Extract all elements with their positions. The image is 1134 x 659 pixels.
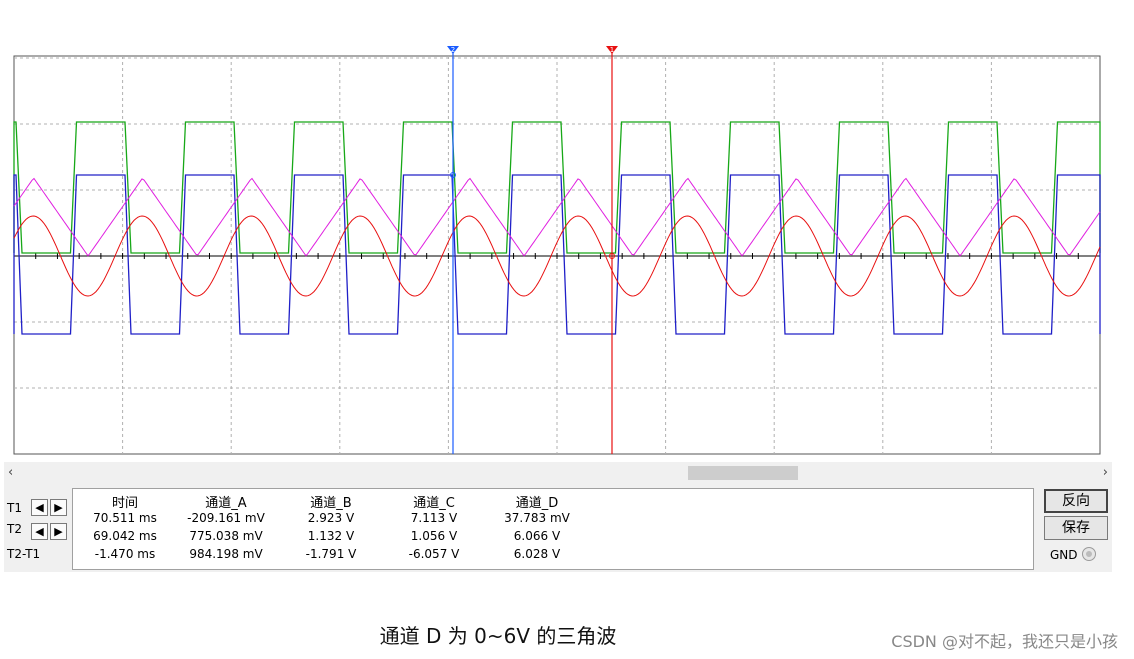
gnd-radio[interactable] [1082, 547, 1096, 561]
t2-channel-a: 775.038 mV [189, 529, 263, 543]
figure-caption: 通道 D 为 0~6V 的三角波 [379, 624, 617, 648]
header-channel-a: 通道_A [205, 496, 247, 511]
header-channel-c: 通道_C [413, 496, 455, 511]
cursor-readout-panel: T1 ◀ ▶ T2 ◀ ▶ T2-T1 时间 通道_A 通道_B 通道_C 通道… [4, 484, 1112, 572]
scroll-left-arrow[interactable]: ‹ [8, 465, 14, 480]
t2-time: 69.042 ms [93, 529, 157, 543]
header-channel-d: 通道_D [515, 496, 559, 511]
diff-channel-b: -1.791 V [305, 547, 357, 561]
cursor-t2-dot [450, 172, 456, 178]
cursor-t2-marker-label: 2 [451, 46, 455, 54]
t1-channel-c: 7.113 V [410, 511, 458, 525]
cursor-t1-dot [609, 253, 615, 259]
scroll-right-arrow[interactable]: › [1102, 465, 1108, 480]
reverse-button[interactable]: 反向 [1044, 489, 1108, 513]
scope-grid [13, 55, 1101, 455]
t2-right-arrow-button[interactable]: ▶ [50, 523, 67, 540]
t1-time: 70.511 ms [93, 511, 157, 525]
t2-channel-b: 1.132 V [307, 529, 355, 543]
readout-table: 时间 通道_A 通道_B 通道_C 通道_D 70.511 ms -209.16… [72, 488, 1034, 570]
t1-left-arrow-button[interactable]: ◀ [31, 499, 48, 516]
save-button[interactable]: 保存 [1044, 516, 1108, 540]
trace-channel-b [13, 174, 1101, 335]
header-channel-b: 通道_B [310, 496, 352, 511]
cursor-t1-marker [606, 46, 618, 54]
t1-channel-b: 2.923 V [307, 511, 355, 525]
cursor-t2-marker [447, 46, 459, 54]
t1-label: T1 [7, 501, 22, 515]
t2-t1-label: T2-T1 [7, 547, 41, 561]
diff-channel-d: 6.028 V [513, 547, 561, 561]
trace-channel-a [13, 215, 1101, 297]
header-time: 时间 [111, 496, 138, 511]
scope-traces [13, 121, 1101, 335]
cursor-t1-marker-label: 1 [610, 46, 614, 54]
t2-channel-c: 1.056 V [410, 529, 458, 543]
diff-time: -1.470 ms [94, 547, 156, 561]
trace-channel-d [13, 177, 1101, 257]
scroll-thumb[interactable] [688, 466, 798, 480]
diff-channel-c: -6.057 V [408, 547, 460, 561]
t1-channel-d: 37.783 mV [504, 511, 570, 525]
watermark: CSDN @对不起，我还只是小孩 [891, 632, 1118, 651]
t2-left-arrow-button[interactable]: ◀ [31, 523, 48, 540]
t2-channel-d: 6.066 V [513, 529, 561, 543]
horizontal-scrollbar[interactable]: ‹ › [4, 462, 1112, 484]
t1-channel-a: -209.161 mV [187, 511, 265, 525]
gnd-label: GND [1050, 548, 1078, 562]
diff-channel-a: 984.198 mV [189, 547, 263, 561]
t2-label: T2 [7, 522, 22, 536]
trace-channel-c [13, 121, 1101, 254]
t1-right-arrow-button[interactable]: ▶ [50, 499, 67, 516]
